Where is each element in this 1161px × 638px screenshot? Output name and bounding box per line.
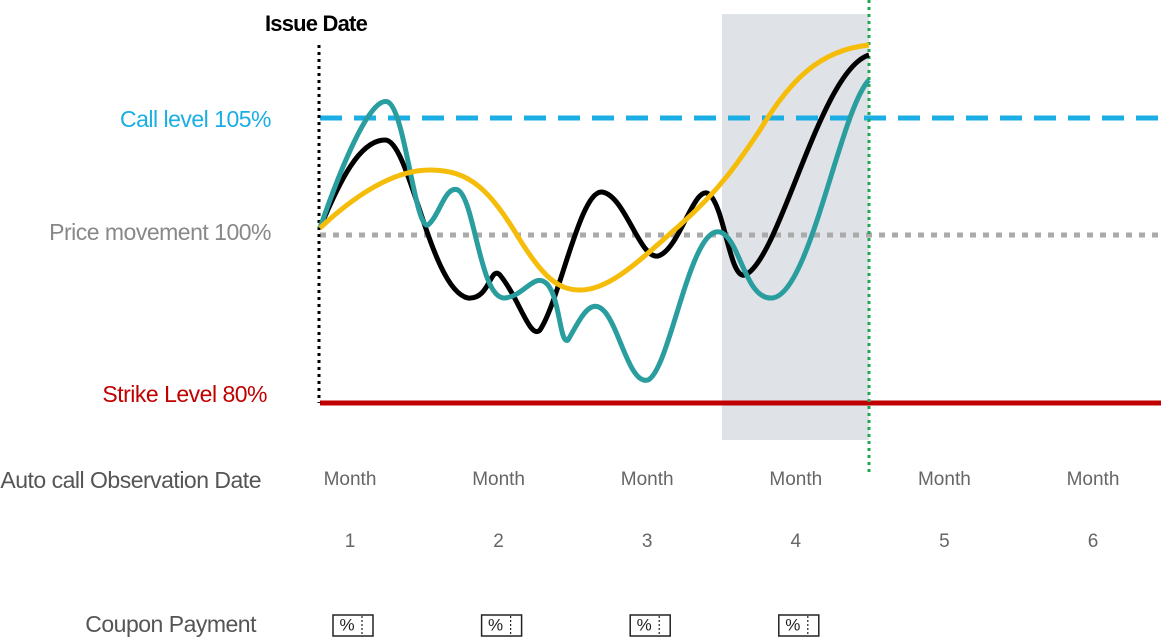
month-number: 3 [642, 531, 653, 552]
price-level-label: Price movement 100% [49, 219, 271, 245]
coupon-symbol: % [339, 615, 354, 634]
coupon-symbol: % [785, 615, 800, 634]
coupon-icon: % [480, 614, 523, 637]
month-number: 2 [493, 531, 504, 552]
coupon-label: Coupon Payment [85, 611, 257, 637]
price-path-yellow [318, 42, 870, 293]
month-label: Month [918, 469, 971, 490]
coupons: %%%% [332, 614, 820, 637]
coupon-frame [480, 614, 523, 637]
month-number: 1 [345, 531, 356, 552]
price-path-teal [317, 78, 871, 383]
month-label: Month [621, 469, 674, 490]
month-label: Month [472, 469, 525, 490]
coupon-icon: % [629, 614, 671, 637]
strike-level-label: Strike Level 80% [102, 381, 267, 407]
observation-window [722, 14, 869, 440]
month-number: 5 [939, 531, 950, 552]
month-label: Month [769, 469, 822, 490]
issue-date-label: Issue Date [265, 11, 368, 36]
month-label: Month [1067, 469, 1120, 490]
observation-label: Auto call Observation Date [0, 467, 261, 493]
month-number: 6 [1088, 531, 1099, 552]
coupon-icon: % [778, 614, 820, 637]
month-number: 4 [791, 531, 802, 552]
coupon-symbol: % [637, 615, 652, 634]
coupon-frame [629, 614, 671, 637]
month-label: Month [324, 469, 377, 490]
coupon-symbol: % [488, 615, 503, 634]
call-level-label: Call level 105% [120, 106, 271, 132]
coupon-frame [332, 614, 374, 637]
coupon-frame [778, 614, 820, 637]
coupon-icon: % [332, 614, 374, 637]
months: Month 1 Month 2 Month 3 Month 4 Month 5 Month 6 [324, 469, 1120, 552]
